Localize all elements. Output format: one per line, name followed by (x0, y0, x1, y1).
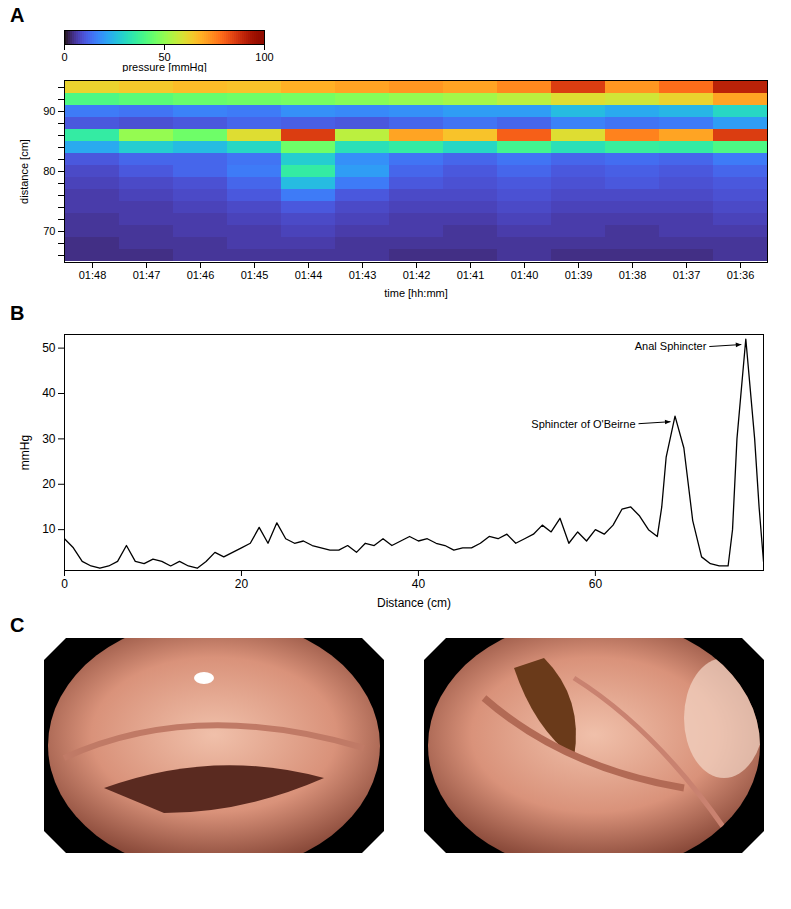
svg-text:40: 40 (42, 386, 56, 400)
svg-text:01:48: 01:48 (79, 269, 107, 281)
svg-text:90: 90 (43, 105, 55, 117)
svg-text:01:46: 01:46 (187, 269, 215, 281)
svg-text:60: 60 (589, 577, 603, 591)
svg-text:0: 0 (61, 51, 67, 63)
svg-text:50: 50 (42, 341, 56, 355)
svg-text:01:47: 01:47 (133, 269, 161, 281)
svg-text:Distance (cm): Distance (cm) (377, 596, 451, 610)
svg-text:01:43: 01:43 (349, 269, 377, 281)
svg-text:70: 70 (43, 225, 55, 237)
svg-text:30: 30 (42, 432, 56, 446)
svg-text:pressure [mmHg]: pressure [mmHg] (122, 61, 206, 73)
svg-text:01:45: 01:45 (241, 269, 269, 281)
svg-text:100: 100 (255, 51, 273, 63)
svg-text:01:37: 01:37 (673, 269, 701, 281)
svg-text:01:41: 01:41 (457, 269, 485, 281)
svg-text:time [hh:mm]: time [hh:mm] (384, 287, 448, 299)
svg-text:01:36: 01:36 (727, 269, 755, 281)
html-text:B: B (10, 302, 25, 324)
svg-text:0: 0 (61, 577, 68, 591)
svg-text:50: 50 (158, 51, 171, 64)
svg-text:40: 40 (412, 577, 426, 591)
svg-text:01:39: 01:39 (565, 269, 593, 281)
svg-text:Sphincter of O'Beirne: Sphincter of O'Beirne (531, 418, 635, 430)
html-text:A: A (10, 4, 25, 26)
svg-text:20: 20 (42, 477, 56, 491)
svg-text:80: 80 (43, 165, 55, 177)
svg-text:01:44: 01:44 (295, 269, 323, 281)
svg-text:Anal Sphincter: Anal Sphincter (635, 340, 707, 352)
svg-text:20: 20 (235, 577, 249, 591)
svg-text:mmHg: mmHg (18, 435, 32, 470)
svg-text:10: 10 (42, 522, 56, 536)
svg-text:01:38: 01:38 (619, 269, 647, 281)
svg-text:distance [cm]: distance [cm] (18, 139, 30, 204)
html-text:C: C (10, 614, 25, 636)
svg-text:01:42: 01:42 (403, 269, 431, 281)
svg-text:01:40: 01:40 (511, 269, 539, 281)
